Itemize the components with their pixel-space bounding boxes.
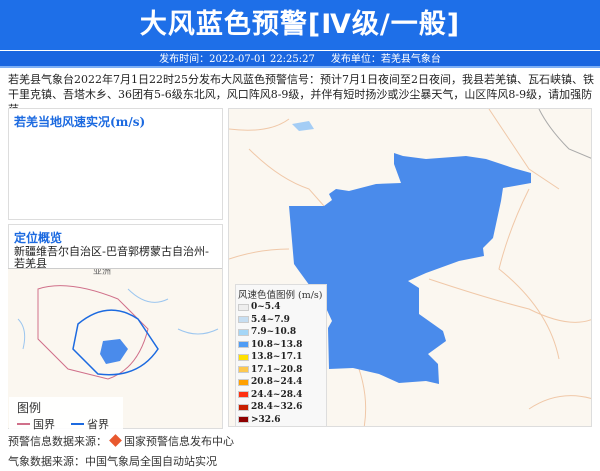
province-border <box>72 309 159 376</box>
legend-label: 0~5.4 <box>251 302 281 313</box>
publisher: 发布单位：若羌县气象台 <box>330 54 441 65</box>
wind-panel-title: 若羌当地风速实况(m/s) <box>14 115 146 129</box>
wind-observation-panel: 若羌当地风速实况(m/s) <box>8 108 223 220</box>
national-border-swatch <box>17 423 30 425</box>
warning-source: 预警信息数据来源： 国家预警信息发布中心 <box>8 433 234 449</box>
legend-item: 10.8~13.8 <box>238 339 324 352</box>
legend-swatch <box>238 341 249 349</box>
legend-label: 24.4~28.4 <box>251 389 303 400</box>
legend-label: >32.6 <box>251 414 281 425</box>
national-border <box>37 285 149 380</box>
warning-map[interactable]: 风速色值图例 (m/s) 0~5.4 5.4~7.9 7.9~10.8 10.8~13… <box>228 108 592 427</box>
legend-item: 13.8~17.1 <box>238 351 324 364</box>
legend-swatch <box>238 353 249 361</box>
legend-label: 13.8~17.1 <box>251 352 303 363</box>
location-text: 新疆维吾尔自治区-巴音郭楞蒙古自治州-若羌县 <box>14 245 209 270</box>
warning-source-label: 预警信息数据来源： <box>8 435 107 448</box>
legend-swatch <box>238 416 249 424</box>
map-boundary <box>538 109 591 159</box>
overview-legend-title: 图例 <box>17 401 42 415</box>
overview-legend: 图例 国界 省界 <box>9 397 123 437</box>
province-border-label: 省界 <box>87 418 109 431</box>
legend-label: 7.9~10.8 <box>251 327 297 338</box>
legend-swatch <box>238 316 249 324</box>
legend-item: 28.4~32.6 <box>238 401 324 414</box>
legend-title: 风速色值图例 (m/s) <box>238 290 323 301</box>
warning-source-org[interactable]: 国家预警信息发布中心 <box>124 435 234 448</box>
legend-item: 5.4~7.9 <box>238 314 324 327</box>
warning-map-svg <box>229 109 591 426</box>
legend-item: 7.9~10.8 <box>238 326 324 339</box>
legend-label: 28.4~32.6 <box>251 402 303 413</box>
weather-source: 气象数据来源：中国气象局全国自动站实况 <box>8 455 217 468</box>
province-border-swatch <box>71 423 84 425</box>
legend-item: 0~5.4 <box>238 301 324 314</box>
legend-item: 20.8~24.4 <box>238 376 324 389</box>
legend-label: 10.8~13.8 <box>251 339 303 350</box>
wind-speed-legend: 风速色值图例 (m/s) 0~5.4 5.4~7.9 7.9~10.8 10.8~13… <box>235 284 327 427</box>
legend-label: 5.4~7.9 <box>251 314 290 325</box>
warning-description: 若羌县气象台2022年7月1日22时25分发布大风蓝色预警信号：预计7月1日夜间… <box>8 73 594 116</box>
legend-item: >32.6 <box>238 414 324 427</box>
legend-swatch <box>238 403 249 411</box>
publish-info: 发布时间：2022-07-01 22:25:27 发布单位：若羌县气象台 <box>0 51 600 68</box>
warning-org-logo-icon <box>109 434 122 447</box>
location-panel-title: 定位概览 <box>14 231 63 245</box>
map-roads <box>229 109 591 426</box>
legend-swatch <box>238 303 249 311</box>
county-warning-region[interactable] <box>289 153 531 384</box>
overview-map-label: 亚洲 <box>93 269 111 277</box>
legend-item: 24.4~28.4 <box>238 389 324 402</box>
legend-label: 20.8~24.4 <box>251 377 303 388</box>
legend-swatch <box>238 378 249 386</box>
legend-swatch <box>238 366 249 374</box>
page-title: 大风蓝色预警[Ⅳ级/一般] <box>0 0 600 50</box>
legend-swatch <box>238 328 249 336</box>
lake <box>292 121 314 131</box>
legend-item: 17.1~20.8 <box>238 364 324 377</box>
publish-time: 发布时间：2022-07-01 22:25:27 <box>159 54 315 65</box>
legend-label: 17.1~20.8 <box>251 364 303 375</box>
rivers <box>17 288 219 350</box>
overview-map-svg: 亚洲 <box>17 269 219 380</box>
legend-swatch <box>238 391 249 399</box>
county-highlight <box>100 339 128 364</box>
national-border-label: 国界 <box>33 418 55 431</box>
